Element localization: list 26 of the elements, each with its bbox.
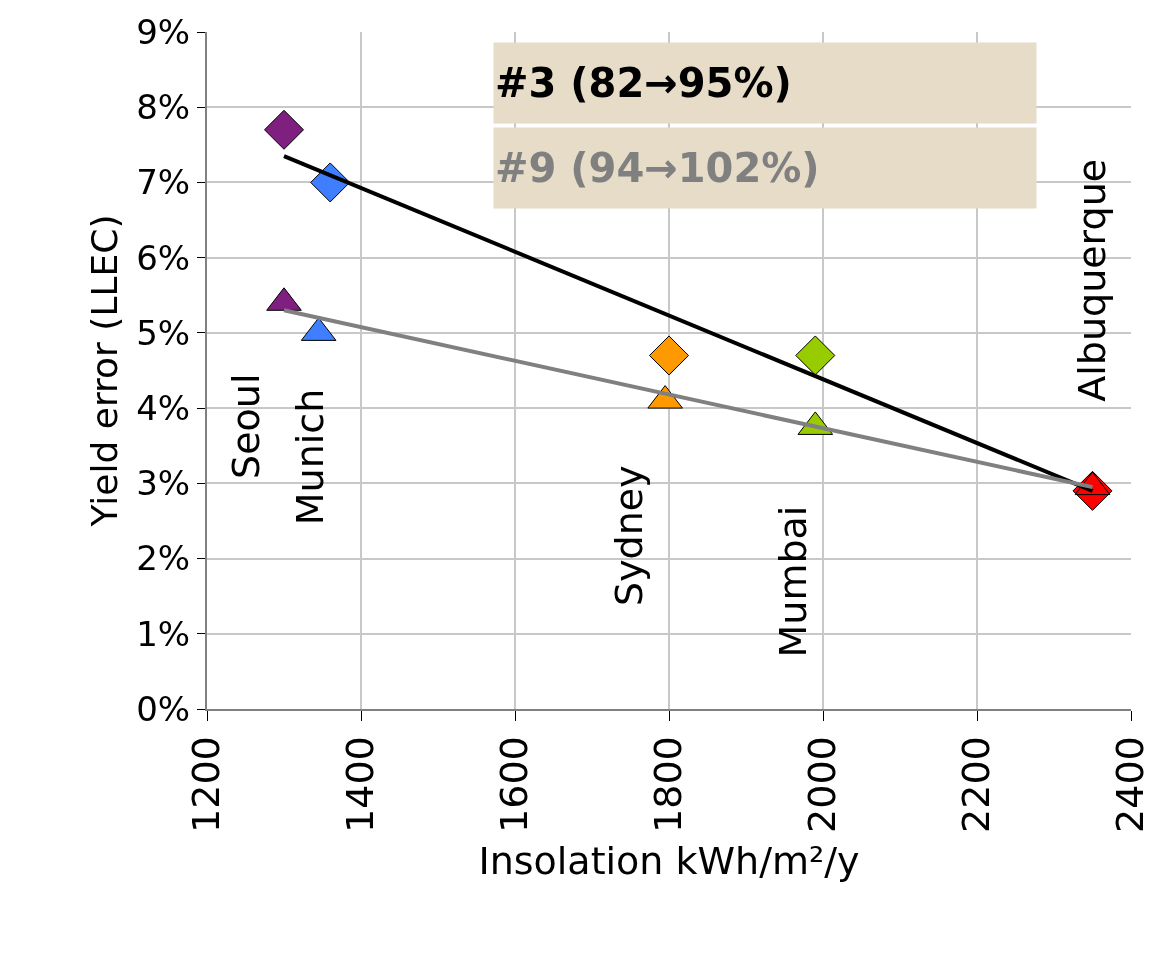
y-tick-label: 1% <box>136 613 191 654</box>
y-tick-label: 5% <box>136 312 191 353</box>
y-tick-label: 2% <box>136 538 191 579</box>
x-tick-label: 2000 <box>800 736 845 833</box>
y-tick-label: 6% <box>136 237 191 278</box>
y-tick-label: 4% <box>136 388 191 429</box>
y-tick-label: 7% <box>136 162 191 203</box>
annotation: Mumbai <box>771 505 816 658</box>
x-tick-label: 1200 <box>184 736 229 833</box>
y-tick-label: 3% <box>136 463 191 504</box>
x-axis-title: Insolation kWh/m²/y <box>478 838 860 883</box>
x-tick-label: 2200 <box>954 736 999 833</box>
text: #3 (82→95%) <box>495 60 792 106</box>
annotation: Seoul <box>224 373 269 479</box>
annotation: Munich <box>288 388 333 526</box>
text: #9 (94→102%) <box>495 145 820 191</box>
x-tick-label: 1800 <box>646 736 691 833</box>
annotation: Albuquerque <box>1070 158 1115 402</box>
y-axis-title: Yield error (LLEC) <box>83 214 125 528</box>
annotation: Sydney <box>607 465 652 606</box>
y-tick-label: 0% <box>136 688 191 729</box>
y-tick-label: 9% <box>136 11 191 52</box>
x-tick-label: 1600 <box>492 736 537 833</box>
y-tick-label: 8% <box>136 87 191 128</box>
x-tick-label: 2400 <box>1108 736 1153 833</box>
x-tick-label: 1400 <box>338 736 383 833</box>
